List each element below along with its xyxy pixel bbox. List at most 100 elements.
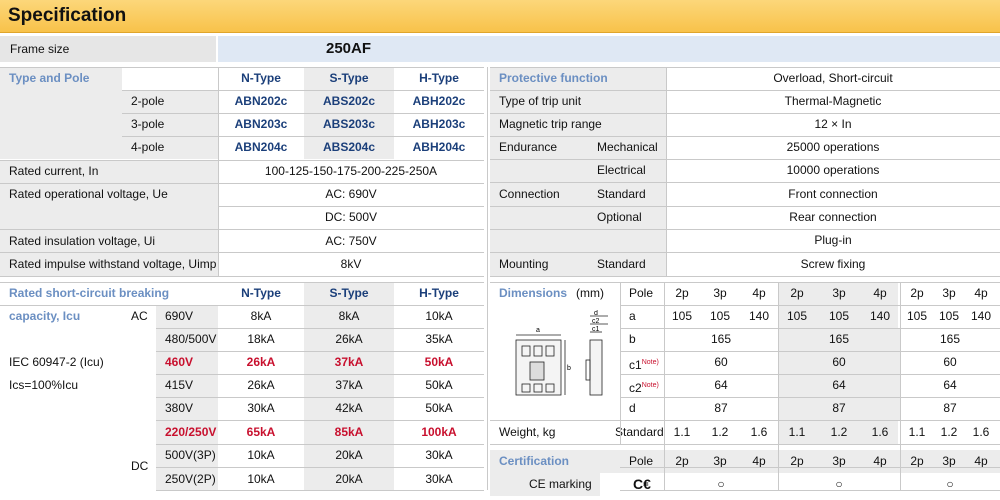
dim-c2-value: 64: [714, 378, 728, 392]
rated-op-dc: DC: 500V: [324, 210, 378, 224]
divider: [900, 282, 901, 490]
divider: [620, 374, 1000, 375]
dim-c1-value: 60: [943, 355, 957, 369]
s-type-icu: 8kA: [304, 305, 394, 328]
dim-c2-value: 64: [943, 378, 957, 392]
n-type-model: ABN204c: [234, 140, 288, 154]
divider: [620, 397, 1000, 398]
type-pole-label: Type and Pole: [9, 71, 90, 85]
divider: [664, 282, 665, 490]
standard-label: IEC 60947-2 (Icu): [9, 355, 104, 369]
pole-header: 2p: [910, 286, 924, 300]
divider: [156, 328, 484, 329]
h-type-icu: 100kA: [421, 425, 457, 439]
divider: [0, 305, 484, 306]
s-type-icu: 20kA: [304, 468, 394, 491]
frame-size-row: Frame size 250AF: [0, 36, 1000, 62]
cert-pole-header: 4p: [862, 450, 898, 473]
protective-value: Thermal-Magnetic: [784, 94, 882, 108]
divider: [218, 67, 219, 276]
divider: [778, 282, 779, 490]
divider: [490, 159, 1000, 160]
cert-pole-header: 3p: [700, 450, 740, 473]
breaking-col-header: H-Type: [419, 286, 459, 300]
n-type-model: ABN203c: [234, 117, 288, 131]
divider: [490, 252, 1000, 253]
h-type-icu: 50kA: [425, 401, 453, 415]
weight-value: 1.1: [673, 425, 691, 439]
blank: [0, 113, 122, 136]
pole-header: 3p: [816, 282, 862, 305]
divider: [490, 90, 1000, 91]
electrical-value: 10000 operations: [786, 163, 880, 177]
h-type-icu: 50kA: [424, 355, 454, 369]
note-marker: Note): [641, 382, 659, 389]
ics-label: Ics=100%Icu: [9, 378, 79, 392]
dim-a-value: 140: [748, 309, 770, 323]
breaking-col-header: S-Type: [304, 282, 394, 305]
weight-value: 1.2: [711, 425, 729, 439]
blank: [490, 206, 588, 229]
n-type-icu: 26kA: [246, 355, 276, 369]
n-type-icu: 65kA: [246, 425, 276, 439]
connection-optional-value: Rear connection: [789, 210, 877, 224]
dim-a-value: 105: [906, 309, 928, 323]
divider: [490, 136, 1000, 137]
dim-a-value: 105: [778, 305, 816, 328]
divider: [666, 67, 667, 276]
dimensions-unit: (mm): [576, 286, 604, 300]
type-pole-col-header: N-Type: [241, 71, 281, 85]
cert-pole-header: 3p: [936, 450, 962, 473]
divider: [490, 444, 1000, 445]
divider: [620, 467, 1000, 468]
ce-marking-label: CE marking: [529, 477, 592, 491]
certification-label: Certification: [490, 450, 620, 473]
ce-mark: ○: [717, 477, 725, 491]
h-type-icu: 30kA: [425, 472, 453, 486]
pole-header: 3p: [713, 286, 727, 300]
divider: [490, 182, 1000, 183]
divider: [620, 305, 1000, 306]
voltage-label: 460V: [156, 351, 218, 374]
dimensions-label: Dimensions: [499, 286, 568, 300]
h-type-icu: 30kA: [425, 448, 453, 462]
protective-label: Protective function: [490, 67, 666, 90]
s-type-icu: 20kA: [304, 444, 394, 467]
dim-c2-value: 64: [778, 374, 900, 397]
divider: [0, 67, 484, 68]
divider: [156, 351, 484, 352]
voltage-label: 415V: [156, 374, 218, 397]
rated-ins-value: AC: 750V: [325, 234, 377, 248]
breaking-label-2: capacity, Icu: [9, 309, 81, 323]
divider: [122, 113, 484, 114]
diagram-d-label: d: [594, 310, 598, 317]
divider: [156, 397, 484, 398]
pole-header: 4p: [752, 286, 766, 300]
voltage-label: 220/250V: [156, 421, 218, 444]
n-type-icu: 8kA: [250, 309, 272, 323]
weight-value: 1.6: [972, 425, 990, 439]
n-type-icu: 10kA: [247, 448, 275, 462]
dim-d-value: 87: [714, 401, 728, 415]
voltage-label: 690V: [156, 305, 218, 328]
rated-imp-value: 8kV: [340, 257, 362, 271]
pole-header: 4p: [974, 286, 988, 300]
dim-a-label: a: [629, 309, 636, 323]
diagram-c2-label: c2: [592, 318, 600, 325]
voltage-label: 480/500V: [156, 328, 218, 351]
breaking-col-header: N-Type: [241, 286, 281, 300]
h-type-icu: 50kA: [425, 378, 453, 392]
weight-label: Weight, kg: [499, 425, 556, 439]
voltage-label: 250V(2P): [156, 468, 218, 491]
dim-b-label: b: [629, 332, 636, 346]
page-title: Specification: [8, 5, 127, 26]
divider: [156, 490, 484, 491]
rated-op-ac: AC: 690V: [325, 187, 377, 201]
dc-label: DC: [131, 459, 149, 473]
h-type-model: ABH202c: [412, 94, 466, 108]
pole-label: 2-pole: [122, 90, 218, 113]
divider: [487, 67, 488, 490]
pole-header: 2p: [778, 282, 816, 305]
blank: [490, 229, 666, 252]
blank: [0, 90, 122, 113]
